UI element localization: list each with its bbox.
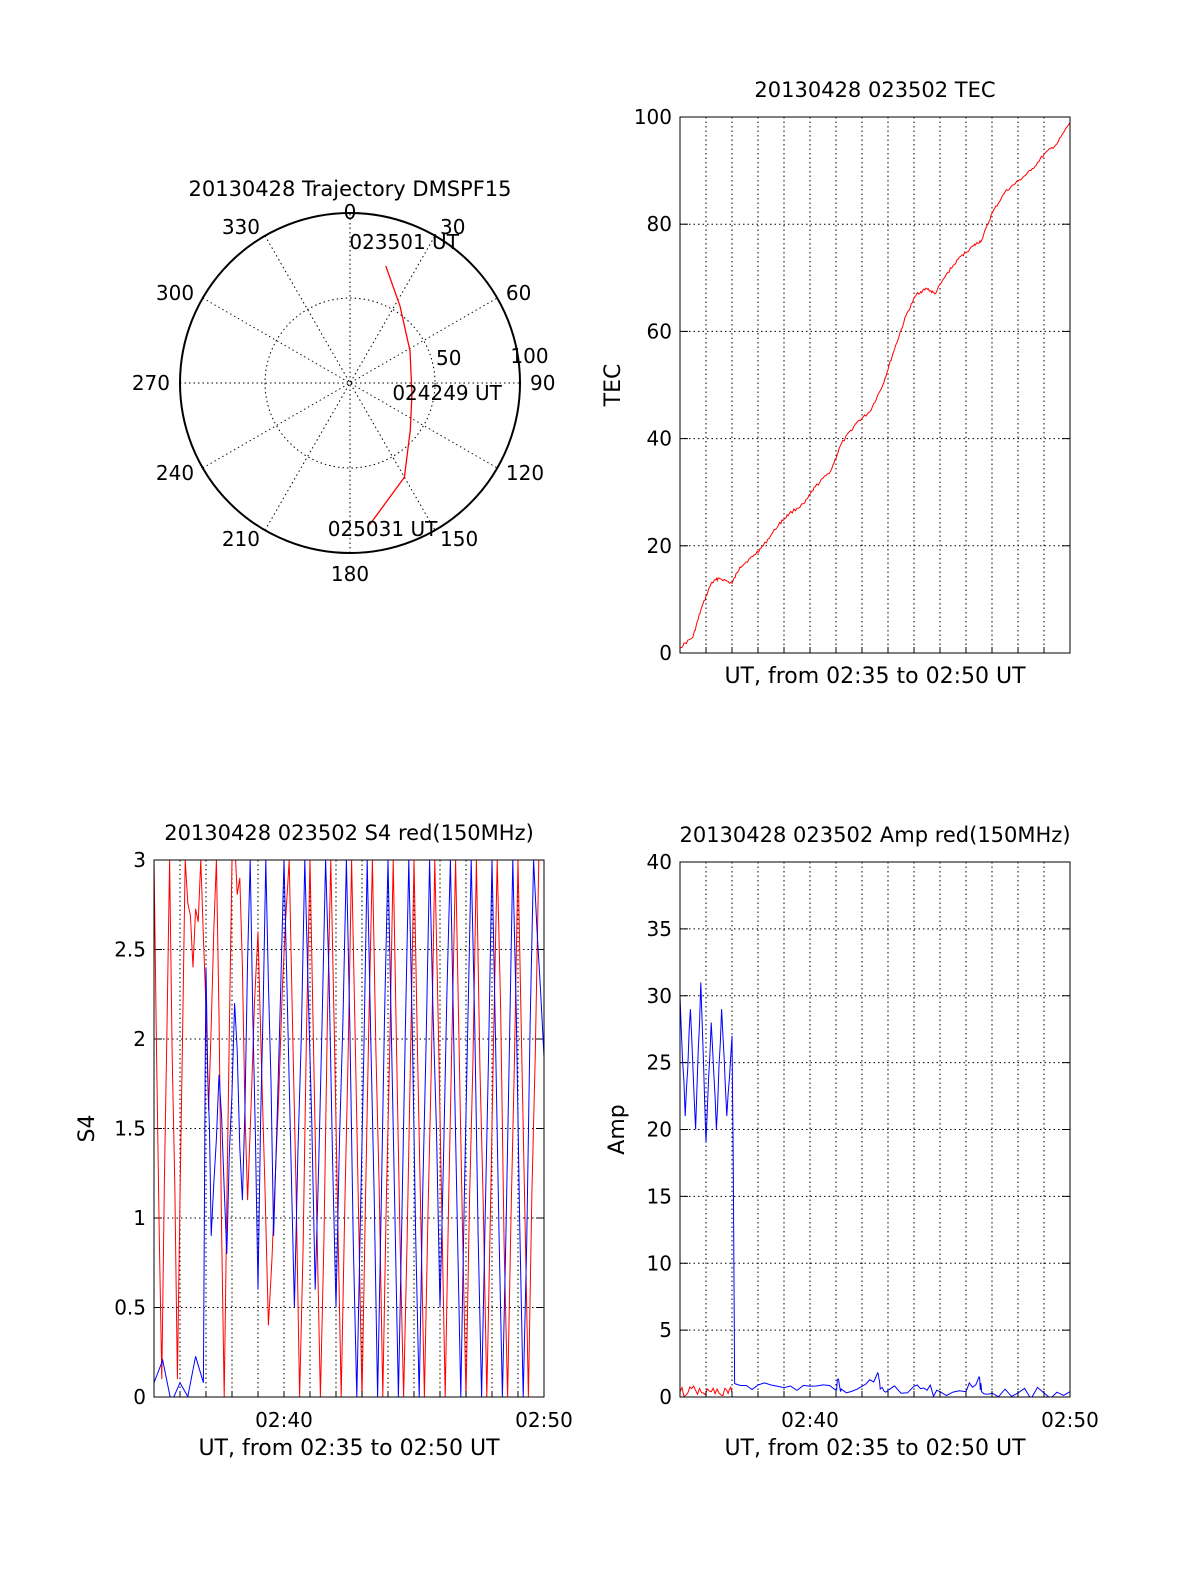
s4-ytick-label: 2: [133, 1027, 146, 1051]
tec-series-group: [680, 122, 1070, 649]
amp-series-group: [680, 982, 1070, 1397]
s4-ylabel: S4: [75, 1115, 100, 1143]
s4-ytick-label: 2.5: [114, 938, 146, 962]
s4-xtick-label: 02:40: [255, 1408, 313, 1432]
s4-ytick-label: 0.5: [114, 1296, 146, 1320]
s4-ytick-label: 3: [133, 848, 146, 872]
amp-ytick-label: 35: [647, 917, 672, 941]
amp-ytick-label: 20: [647, 1118, 672, 1142]
amp-ytick-label: 0: [659, 1385, 672, 1409]
polar-radial-label: 100: [510, 344, 548, 368]
s4-ytick-label: 1.5: [114, 1117, 146, 1141]
tec-ytick-label: 0: [659, 641, 672, 665]
s4-frame: [153, 859, 545, 1398]
polar-angle-label: 90: [530, 371, 555, 395]
amp-ytick-label: 30: [647, 984, 672, 1008]
polar-angle-label: 0: [344, 200, 357, 224]
amp-xtick-label: 02:40: [781, 1408, 839, 1432]
amp-frame: [679, 861, 1071, 1398]
polar-title: 20130428 Trajectory DMSPF15: [188, 177, 511, 201]
tec-ylabel: TEC: [601, 364, 626, 408]
polar-angle-label: 270: [132, 371, 170, 395]
s4-ytick-label: 0: [133, 1385, 146, 1409]
amp-ytick-label: 5: [659, 1318, 672, 1342]
tec-xlabel: UT, from 02:35 to 02:50 UT: [724, 664, 1026, 689]
s4-ytick-label: 1: [133, 1206, 146, 1230]
s4-series-line: [154, 860, 544, 1397]
tec-ytick-label: 60: [647, 319, 672, 343]
s4-series-line: [154, 860, 540, 1397]
amp-ylabel: Amp: [605, 1104, 630, 1154]
amp-xlabel: UT, from 02:35 to 02:50 UT: [724, 1436, 1026, 1461]
amp-series-line: [680, 1385, 733, 1397]
s4-xlabel: UT, from 02:35 to 02:50 UT: [198, 1436, 500, 1461]
polar-angle-label: 300: [156, 281, 194, 305]
tec-title: 20130428 023502 TEC: [754, 78, 995, 102]
amp-xtick-label: 02:50: [1041, 1408, 1099, 1432]
polar-angle-label: 210: [222, 527, 260, 551]
polar-angle-label: 120: [506, 461, 544, 485]
amp-title: 20130428 023502 Amp red(150MHz): [679, 823, 1070, 847]
amp-ytick-label: 40: [647, 850, 672, 874]
polar-angle-label: 180: [331, 562, 369, 586]
s4-title: 20130428 023502 S4 red(150MHz): [164, 821, 534, 845]
polar-angle-label: 150: [440, 527, 478, 551]
trajectory-time-label: 023501 UT: [349, 230, 459, 254]
polar-angle-label: 60: [506, 281, 531, 305]
s4-series-group: [154, 860, 544, 1397]
tec-ytick-label: 40: [647, 427, 672, 451]
amp-ytick-label: 15: [647, 1184, 672, 1208]
trajectory-time-label: 024249 UT: [392, 381, 502, 405]
amp-ytick-label: 10: [647, 1251, 672, 1275]
polar-angle-label: 30: [440, 215, 465, 239]
amp-chart: 20130428 023502 Amp red(150MHz) 0 5 10 15 20 2…: [605, 823, 1099, 1461]
tec-ytick-label: 80: [647, 212, 672, 236]
s4-xtick-label: 02:50: [515, 1408, 573, 1432]
s4-chart: 20130428 023502 S4 red(150MHz) 0 0.5 1 1.5 2 2…: [75, 821, 573, 1461]
tec-ytick-label: 100: [634, 105, 672, 129]
polar-radial-label: 50: [436, 346, 461, 370]
tec-series-line: [680, 122, 1070, 649]
tec-frame: [679, 116, 1071, 654]
amp-series-line: [680, 982, 1070, 1397]
polar-angle-label: 330: [222, 215, 260, 239]
trajectory-line: [369, 265, 413, 525]
polar-angle-label: 240: [156, 461, 194, 485]
trajectory-time-label: 025031 UT: [328, 517, 438, 541]
tec-ytick-label: 20: [647, 534, 672, 558]
tec-chart: 20130428 023502 TEC 0 20 40 60 80 100 UT, from …: [601, 78, 1071, 689]
amp-ytick-label: 25: [647, 1051, 672, 1075]
polar-inner-circle: [264, 297, 436, 469]
